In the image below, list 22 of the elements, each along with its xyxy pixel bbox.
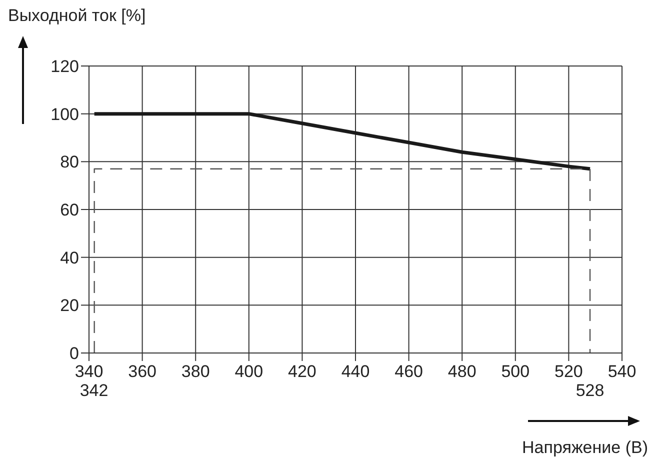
x-tick-label: 340	[74, 362, 104, 381]
y-tick-label: 40	[60, 248, 79, 268]
x-tick-label: 480	[448, 362, 476, 381]
x-tick-label: 380	[181, 362, 210, 381]
x-tick-label: 540	[608, 362, 636, 381]
x-axis-title: Напряжение (В)	[522, 438, 648, 458]
x-tick-label: 400	[234, 362, 264, 381]
x-tick-label: 500	[501, 362, 530, 381]
text: 528	[574, 381, 606, 401]
y-tick-label: 80	[60, 152, 79, 172]
y-tick-label: 100	[50, 104, 79, 124]
y-tick-label: 0	[70, 344, 79, 364]
y-axis-title: Выходной ток [%]	[8, 6, 146, 26]
y-tick-label: 20	[60, 296, 79, 316]
y-tick-label: 120	[50, 57, 79, 76]
x-tick-label: 420	[288, 362, 316, 381]
y-tick-label: 60	[60, 200, 79, 220]
x-tick-label: 440	[341, 362, 370, 381]
x-tick-label: 360	[128, 362, 156, 381]
x-tick-label: 520	[554, 362, 583, 381]
text: 342	[78, 381, 110, 401]
x-tick-label: 460	[394, 362, 423, 381]
